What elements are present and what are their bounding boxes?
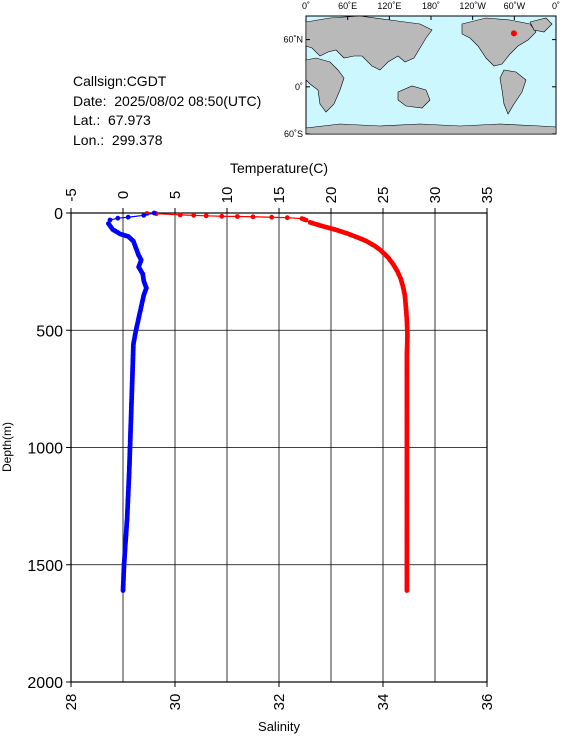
map-land-north-america xyxy=(461,17,537,67)
data-point xyxy=(151,210,157,216)
data-point xyxy=(250,214,256,220)
map-lon-label: 180˚ xyxy=(422,1,440,11)
temperature-tick-label: 5 xyxy=(167,191,184,199)
temperature-axis-label: Temperature(C) xyxy=(230,160,328,176)
temperature-tick-label: 0 xyxy=(115,191,132,199)
data-point xyxy=(219,213,225,219)
depth-tick-label: 1500 xyxy=(27,558,63,575)
temperature-tick-label: 25 xyxy=(375,187,392,204)
depth-tick-label: 2000 xyxy=(27,675,63,692)
data-point xyxy=(284,215,290,221)
data-point xyxy=(269,214,275,220)
map-land xyxy=(305,15,557,135)
salinity-axis: 28 30 32 34 36 xyxy=(63,682,496,710)
map-land-greenland xyxy=(529,17,553,33)
data-point xyxy=(235,214,240,219)
date-text: Date: 2025/08/02 08:50(UTC) xyxy=(73,92,262,109)
temperature-tick-label: 20 xyxy=(323,187,340,204)
data-point xyxy=(120,588,126,593)
temperature-tick-label: 30 xyxy=(427,187,444,204)
map-latitude-labels: 60˚N 0˚ 60˚S xyxy=(283,35,303,139)
data-point xyxy=(404,588,410,593)
data-point xyxy=(191,212,197,218)
station-info: Callsign:CGDT Date: 2025/08/02 08:50(UTC… xyxy=(73,72,261,150)
map-lat-label: 60˚N xyxy=(283,35,303,45)
salinity-tick-label: 28 xyxy=(63,694,80,711)
callsign-text: Callsign:CGDT xyxy=(73,73,167,89)
depth-axis: 0 500 1000 1500 2000 xyxy=(27,206,71,692)
map-lat-label: 0˚ xyxy=(295,82,303,92)
salinity-axis-label: Salinity xyxy=(258,719,300,734)
series-line-temperature xyxy=(146,212,409,591)
series-points-salinity xyxy=(106,210,157,593)
data-point xyxy=(141,212,147,218)
salinity-tick-label: 30 xyxy=(167,694,184,711)
data-point xyxy=(125,214,131,220)
salinity-tick-label: 32 xyxy=(271,694,288,711)
data-point xyxy=(107,217,113,223)
map-land-australia xyxy=(397,85,431,109)
map-longitude-labels: 0˚ 60˚E 120˚E 180˚ 120˚W 60˚W 0˚ xyxy=(302,1,560,11)
map-land-eurasia xyxy=(305,15,433,71)
depth-tick-label: 500 xyxy=(36,323,63,340)
map-lon-label: 60˚E xyxy=(338,1,357,11)
data-point xyxy=(303,217,309,223)
map-land-antarctica xyxy=(305,123,557,135)
latitude-text: Lat.: 67.973 xyxy=(73,112,151,128)
depth-axis-label: Depth(m) xyxy=(0,422,14,472)
data-point xyxy=(115,215,121,221)
temperature-tick-label: 15 xyxy=(271,187,288,204)
salinity-tick-label: 34 xyxy=(375,694,392,711)
temperature-tick-label: 35 xyxy=(479,187,496,204)
map-lon-label: 120˚E xyxy=(377,1,401,11)
map-land-south-america xyxy=(499,69,527,115)
series-points-temperature xyxy=(144,211,410,593)
temperature-tick-label: -5 xyxy=(63,188,80,201)
map-lon-label: 0˚ xyxy=(552,1,560,11)
longitude-text: Lon.: 299.378 xyxy=(73,131,163,148)
station-marker xyxy=(510,30,517,37)
temperature-tick-label: 10 xyxy=(219,187,236,204)
temperature-axis: -5 0 5 10 15 20 25 30 35 xyxy=(63,187,496,213)
data-point xyxy=(203,213,209,219)
series-layer xyxy=(106,210,410,593)
data-point xyxy=(177,212,183,218)
depth-tick-label: 1000 xyxy=(27,441,63,458)
chart-grid xyxy=(71,213,487,682)
map-land-africa xyxy=(305,57,345,113)
map-lon-label: 60˚W xyxy=(504,1,526,11)
map-lon-label: 0˚ xyxy=(302,1,310,11)
depth-tick-label: 0 xyxy=(54,206,63,223)
map-lat-label: 60˚S xyxy=(284,129,303,139)
map-ticks xyxy=(305,16,557,135)
map-lon-label: 120˚W xyxy=(459,1,486,11)
salinity-tick-label: 36 xyxy=(479,694,496,711)
